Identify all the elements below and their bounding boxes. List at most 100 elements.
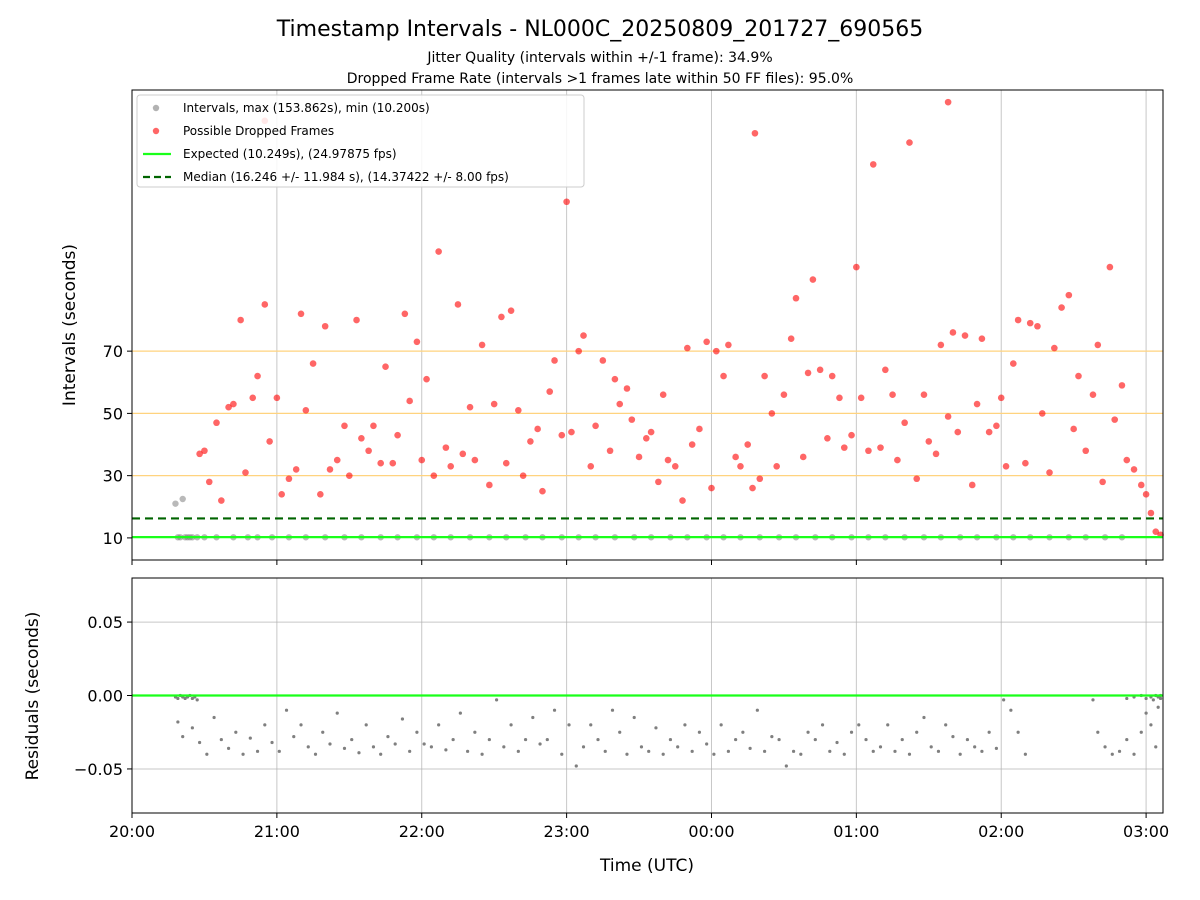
residual-point-26 [292,735,296,739]
dropped-frame-point-10 [254,372,261,380]
intervals-ytick-label-1: 30 [103,467,123,486]
residual-point-104 [857,723,861,727]
dropped-frame-point-157 [1142,491,1150,498]
residual-point-17 [226,746,231,750]
residual-point-42 [408,749,412,753]
residual-point-51 [473,730,477,734]
residual-point-110 [900,737,904,742]
residuals-xtick-label-1: 21:00 [254,822,300,841]
interval-point-0 [172,500,179,507]
residual-point-31 [328,742,332,746]
dropped-frame-point-107 [840,444,848,451]
residual-point-103 [849,730,854,734]
dropped-frame-point-22 [326,466,334,473]
dropped-frame-point-5 [225,403,232,411]
dropped-frame-point-94 [761,372,768,380]
residual-point-48 [451,737,455,742]
dropped-frame-point-30 [377,459,384,467]
dropped-frame-point-4 [218,497,225,504]
residual-point-62 [552,708,557,712]
dropped-frame-point-57 [539,487,546,495]
residual-point-136 [1149,723,1153,727]
dropped-frame-point-73 [635,453,643,461]
residuals-xtick-label-6: 02:00 [978,822,1024,841]
dropped-frame-point-17 [297,310,305,318]
dropped-frame-point-110 [857,394,865,402]
residual-point-24 [277,749,281,753]
intervals-ytick-label-0: 10 [103,529,123,548]
dropped-frame-point-75 [647,428,655,436]
dropped-frame-point-49 [490,400,498,408]
residual-point-12 [190,726,194,730]
residual-point-83 [705,742,709,746]
residual-point-121 [980,749,984,753]
residual-point-59 [531,715,535,720]
residual-point-56 [509,723,513,727]
dropped-frame-point-52 [507,307,515,314]
dropped-frame-point-102 [809,276,817,283]
dropped-frame-point-18 [302,406,310,414]
residual-point-32 [335,711,339,715]
residual-point-135 [1144,711,1148,715]
residual-point-44 [422,742,426,746]
residual-point-94 [784,764,788,768]
residual-point-65 [574,764,578,768]
residual-point-58 [523,737,528,742]
residual-point-38 [379,752,383,756]
residual-point-30 [321,730,325,734]
residual-point-129 [1103,745,1107,749]
dropped-frame-point-91 [744,441,752,448]
dropped-frame-point-28 [365,447,372,455]
residual-point-74 [639,745,644,749]
dropped-frame-point-64 [580,332,587,339]
residual-point-108 [886,723,890,727]
residual-point-109 [893,749,897,753]
dropped-frame-point-31 [382,363,389,371]
legend-label-0: Intervals, max (153.862s), min (10.200s) [183,101,430,115]
legend-marker-0 [152,104,160,112]
dropped-frame-point-63 [575,347,582,355]
dropped-frame-point-78 [664,456,672,464]
residual-point-39 [386,735,390,739]
residual-point-115 [936,749,941,753]
dropped-frame-point-2 [205,478,213,486]
residual-point-18 [234,730,238,734]
residual-point-93 [777,737,781,742]
dropped-frame-point-34 [401,310,409,318]
intervals-frame [131,89,1164,561]
residual-point-100 [828,749,832,753]
residual-point-107 [878,745,883,749]
dropped-frame-point-13 [273,394,281,402]
dropped-frame-point-24 [341,422,348,430]
residual-point-97 [806,730,810,734]
dropped-frame-point-90 [737,463,744,470]
residual-point-134 [1139,730,1143,734]
residual-point-14 [205,752,209,756]
residual-point-92 [770,735,774,739]
residual-point-105 [864,737,868,742]
dropped-frame-point-118 [906,139,913,146]
dropped-frame-point-127 [961,332,969,339]
dropped-frame-point-131 [985,428,993,436]
residual-point-43 [415,730,419,734]
residual-point-132 [1125,737,1129,742]
dropped-frame-point-9 [249,394,257,402]
dropped-frame-point-105 [828,372,836,380]
dropped-frame-point-50 [498,313,505,321]
dropped-frame-point-82 [688,441,696,448]
dropped-frame-point-23 [333,456,341,464]
residual-point-99 [820,723,825,727]
dropped-frame-point-139 [1034,322,1041,330]
intervals-ytick-label-2: 50 [103,404,123,423]
residual-point-33 [342,746,347,750]
dropped-frame-point-80 [679,497,686,504]
residual-point-117 [951,735,955,739]
dropped-frame-point-112 [869,161,877,168]
dropped-frame-point-147 [1082,447,1090,455]
residual-point-128 [1096,730,1100,734]
residual-point-120 [973,745,977,749]
dropped-frame-point-124 [944,413,952,420]
residual-point-79 [676,745,680,749]
residual-point-7 [190,696,194,701]
